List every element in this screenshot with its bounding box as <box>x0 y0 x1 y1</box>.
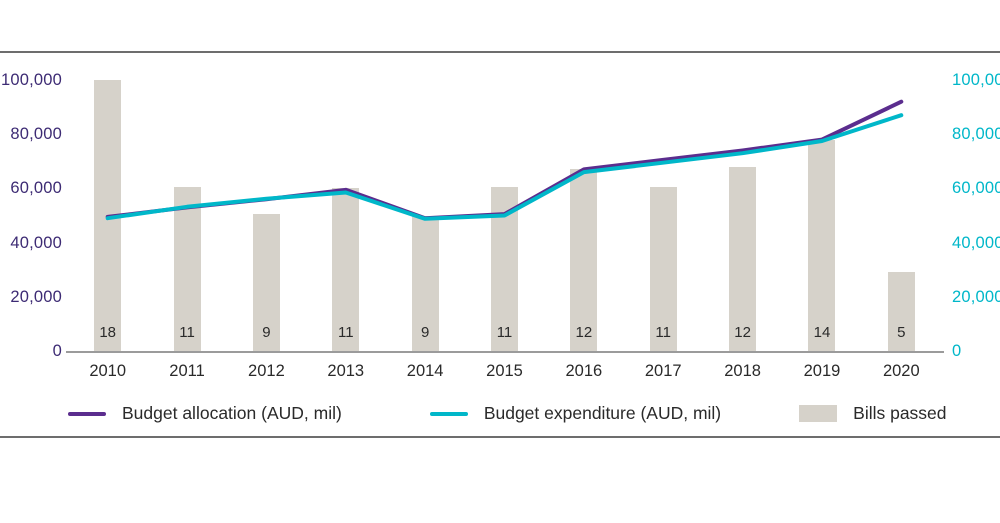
right-y-axis: 100,000 80,000 60,000 40,000 20,000 0 <box>952 0 1000 523</box>
line-budget-expenditure <box>105 113 904 221</box>
bar <box>332 188 360 351</box>
legend-item-bills-passed[interactable]: Bills passed <box>799 403 947 423</box>
bar-value-label: 5 <box>897 324 906 341</box>
bar <box>252 214 280 351</box>
bar <box>570 169 598 351</box>
bar <box>411 215 439 351</box>
left-axis-tick-label: 80,000 <box>10 125 62 144</box>
bar-value-label: 11 <box>655 324 671 341</box>
bar-value-label: 14 <box>813 324 831 341</box>
bar-value-label: 11 <box>337 324 354 341</box>
left-axis-tick-label: 40,000 <box>10 233 62 252</box>
legend-item-budget-allocation[interactable]: Budget allocation (AUD, mil) <box>68 403 342 423</box>
line-series-group <box>105 99 904 221</box>
bar-value-label: 11 <box>496 324 513 341</box>
x-axis-tick-label: 2012 <box>248 362 285 380</box>
left-axis-tick-label: 60,000 <box>10 179 62 198</box>
x-axis-tick-label: 2013 <box>327 362 365 380</box>
bar-series-bills-passed: 18 11 9 11 9 11 12 11 12 14 5 <box>68 80 941 351</box>
x-axis-tick-label: 2017 <box>644 362 682 380</box>
x-axis-tick-label: 2020 <box>882 362 920 380</box>
x-axis-tick-label: 2014 <box>406 362 444 380</box>
left-axis-tick-label: 0 <box>52 342 62 360</box>
x-axis-tick-label: 2010 <box>89 362 127 380</box>
bar <box>729 166 757 351</box>
x-axis-tick-label: 2011 <box>169 362 205 380</box>
x-axis-tick-label: 2016 <box>565 362 603 380</box>
bar-value-label: 9 <box>262 324 271 341</box>
x-axis-tick-label: 2015 <box>486 362 523 380</box>
legend-label: Bills passed <box>853 403 947 423</box>
bar-value-label: 18 <box>99 324 117 341</box>
left-axis-tick-label: 100,000 <box>0 71 62 89</box>
line-budget-allocation <box>105 99 904 221</box>
legend-swatch-line-icon <box>68 411 106 416</box>
bar-value-label: 9 <box>420 324 430 341</box>
x-axis-baseline <box>66 351 944 353</box>
right-axis-tick-label: 20,000 <box>952 287 1000 306</box>
right-axis-tick-label: 60,000 <box>952 179 1000 198</box>
right-axis-tick-label: 80,000 <box>952 125 1000 144</box>
right-axis-tick-label: 40,000 <box>952 233 1000 252</box>
bottom-divider <box>0 436 1000 438</box>
chart-legend: Budget allocation (AUD, mil) Budget expe… <box>68 403 947 423</box>
bar-value-label: 12 <box>575 324 593 341</box>
x-axis-tick-label: 2018 <box>724 362 761 380</box>
x-axis-tick-label: 2019 <box>803 362 841 380</box>
legend-swatch-line-icon <box>429 411 468 416</box>
legend-label: Budget expenditure (AUD, mil) <box>483 403 722 423</box>
left-axis-tick-label: 20,000 <box>10 287 62 306</box>
bar-value-label: 11 <box>179 324 195 341</box>
bar <box>808 139 836 351</box>
right-axis-tick-label: 0 <box>952 342 962 360</box>
bar-value-label: 12 <box>734 324 751 341</box>
bar <box>887 272 915 351</box>
top-divider <box>0 51 1000 53</box>
bar <box>173 187 201 351</box>
right-axis-tick-label: 100,000 <box>952 71 1000 89</box>
left-y-axis: 100,000 80,000 60,000 40,000 20,000 0 <box>0 0 62 523</box>
bar <box>649 187 677 351</box>
legend-swatch-box-icon <box>799 405 838 423</box>
legend-label: Budget allocation (AUD, mil) <box>122 403 342 423</box>
legend-item-budget-expenditure[interactable]: Budget expenditure (AUD, mil) <box>429 403 722 423</box>
